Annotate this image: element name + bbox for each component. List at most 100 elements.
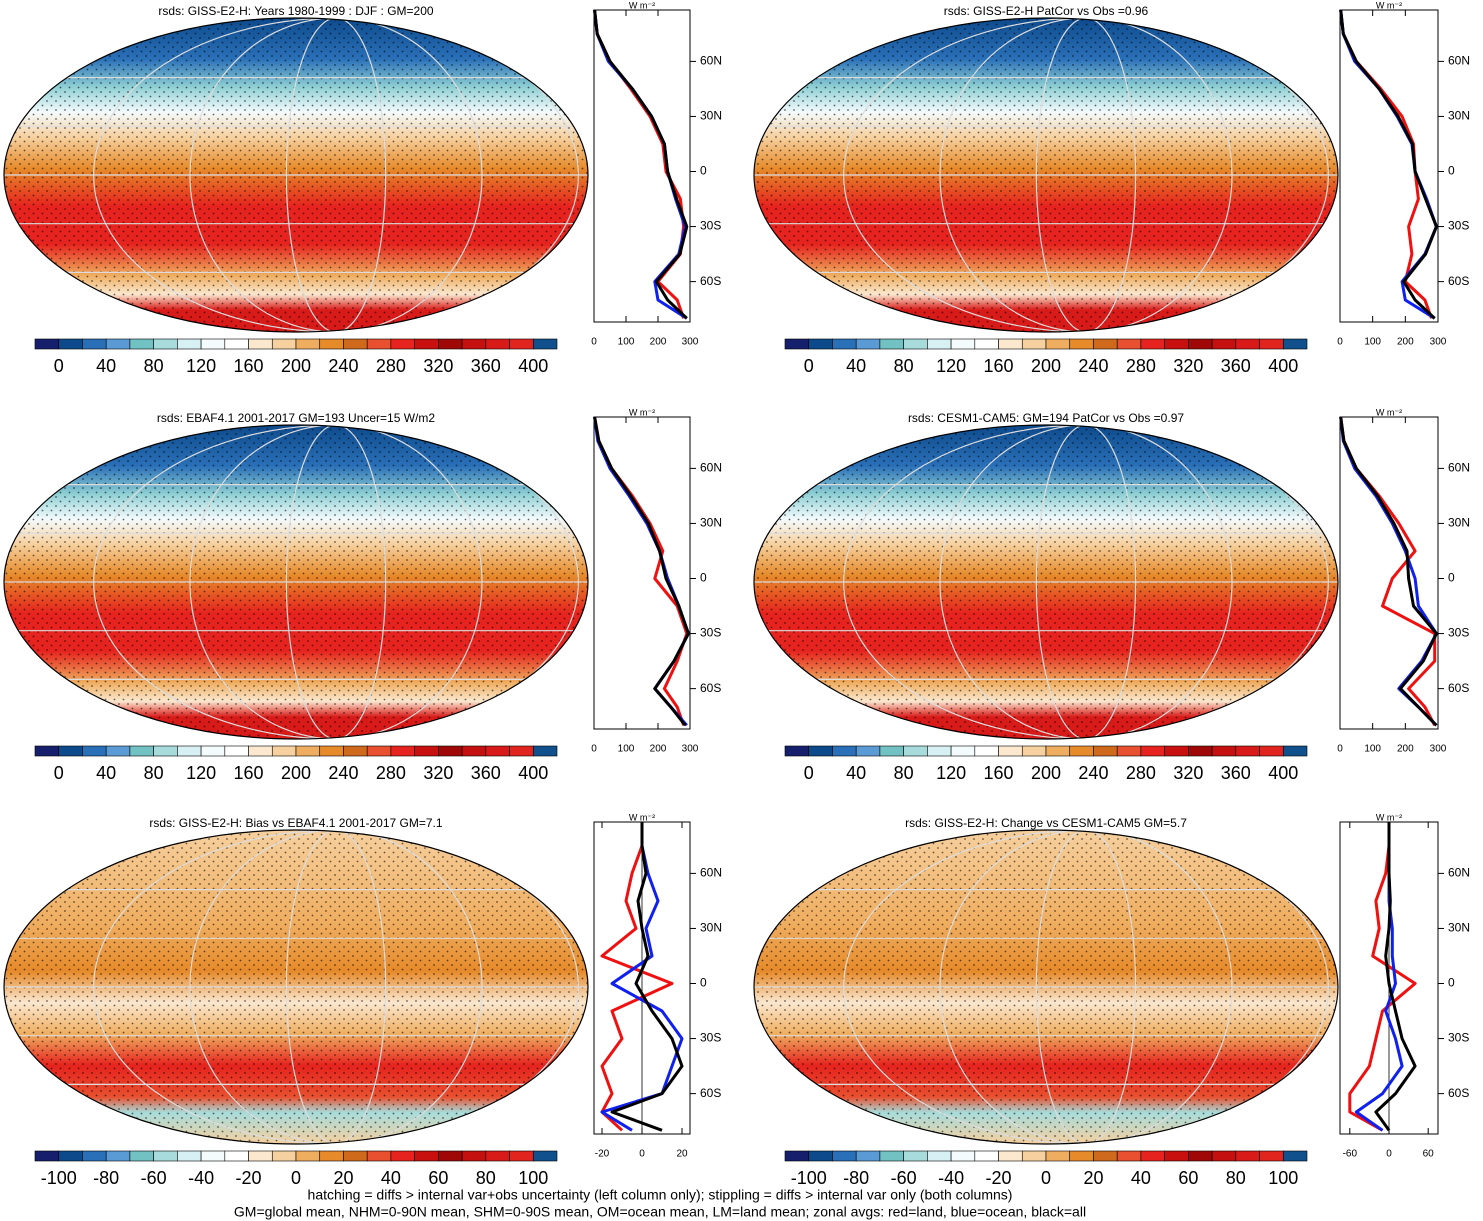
- y-tick-label: 30S: [700, 219, 721, 233]
- colorbar-label: 160: [234, 763, 264, 783]
- y-tick-label: 30N: [1448, 921, 1470, 935]
- colorbar-label: 80: [1226, 1168, 1246, 1188]
- y-tick-label: 60S: [700, 1086, 721, 1100]
- colorbar-label: 400: [1268, 356, 1298, 376]
- colorbar-label: 280: [1126, 356, 1156, 376]
- x-tick-label: 20: [676, 1149, 688, 1160]
- colorbar-box: [1235, 1150, 1260, 1162]
- graticule: [843, 425, 1329, 739]
- y-tick-label: 30S: [1448, 219, 1469, 233]
- y-tick-label: 60S: [700, 274, 721, 288]
- colorbar-label: 120: [186, 356, 216, 376]
- graticule: [189, 18, 483, 332]
- colorbar-box: [832, 745, 857, 757]
- colorbar-box: [509, 338, 534, 350]
- colorbar-label: 0: [804, 763, 814, 783]
- colorbar-box: [1188, 338, 1213, 350]
- colorbar-box: [998, 338, 1023, 350]
- colorbar-box: [248, 338, 273, 350]
- graticule: [1035, 18, 1137, 332]
- graticule: [93, 425, 579, 739]
- colorbar-box: [1069, 338, 1094, 350]
- colorbar-box: [1045, 1150, 1071, 1162]
- y-tick-label: 30S: [1448, 1031, 1469, 1045]
- colorbar-box: [1116, 1150, 1142, 1162]
- colorbar-box: [319, 1150, 344, 1162]
- colorbar-box: [366, 745, 392, 757]
- colorbar-box: [414, 745, 439, 757]
- profile-unit: W m⁻²: [629, 0, 655, 10]
- colorbar-box: [248, 1150, 273, 1162]
- colorbar-box: [974, 1150, 999, 1162]
- colorbar-box: [414, 338, 439, 350]
- map-title: rsds: EBAF4.1 2001-2017 GM=193 Uncer=15 …: [157, 411, 435, 425]
- map-outline: [3, 829, 589, 1145]
- colorbar-box: [784, 745, 810, 757]
- colorbar-label: -80: [93, 1168, 119, 1188]
- colorbar-box: [855, 1150, 881, 1162]
- graticule: [1035, 425, 1137, 739]
- colorbar-box: [927, 1150, 952, 1162]
- colorbar-label: 240: [1078, 763, 1108, 783]
- colorbar-label: -20: [986, 1168, 1012, 1188]
- colorbar-box: [177, 1150, 202, 1162]
- x-tick-label: 300: [1430, 337, 1447, 348]
- y-tick-label: 30S: [700, 1031, 721, 1045]
- graticule: [285, 18, 387, 332]
- map-outline: [753, 424, 1339, 740]
- colorbar-label: 160: [984, 763, 1014, 783]
- colorbar-label: 20: [333, 1168, 353, 1188]
- colorbar-label: 40: [846, 763, 866, 783]
- colorbar-box: [438, 338, 463, 350]
- colorbar-label: -100: [791, 1168, 827, 1188]
- colorbar-box: [1093, 745, 1118, 757]
- colorbar-box: [879, 1150, 904, 1162]
- x-tick-label: 200: [1397, 744, 1414, 755]
- colorbar-box: [319, 745, 344, 757]
- colorbar-label: 320: [1173, 356, 1203, 376]
- colorbar-box: [200, 745, 226, 757]
- colorbar-box: [343, 1150, 368, 1162]
- graticule: [939, 425, 1233, 739]
- colorbar-box: [832, 338, 857, 350]
- colorbar-box: [485, 745, 510, 757]
- footer-line: hatching = diffs > internal var+obs unce…: [308, 1187, 1013, 1203]
- colorbar-label: 320: [423, 763, 453, 783]
- colorbar-box: [390, 745, 415, 757]
- colorbar-label: 280: [376, 763, 406, 783]
- y-tick-label: 30N: [700, 516, 722, 530]
- map-title: rsds: GISS-E2-H PatCor vs Obs =0.96: [944, 4, 1149, 18]
- x-tick-label: 0: [1337, 337, 1343, 348]
- colorbar-box: [485, 338, 510, 350]
- colorbar-label: -20: [236, 1168, 262, 1188]
- colorbar-box: [1045, 745, 1071, 757]
- colorbar-box: [105, 338, 131, 350]
- graticule: [93, 18, 579, 332]
- colorbar-box: [366, 338, 392, 350]
- colorbar-box: [390, 1150, 415, 1162]
- colorbar-box: [58, 1150, 83, 1162]
- zonal-line: [593, 416, 690, 727]
- colorbar-label: 360: [471, 763, 501, 783]
- colorbar-box: [1235, 745, 1260, 757]
- x-tick-label: 300: [682, 337, 699, 348]
- colorbar-box: [224, 745, 249, 757]
- y-tick-label: 30N: [1448, 109, 1470, 123]
- graticule: [189, 425, 483, 739]
- colorbar-box: [1259, 1150, 1284, 1162]
- y-tick-label: 0: [700, 976, 707, 990]
- colorbar-box: [808, 338, 833, 350]
- y-tick-label: 60S: [1448, 1086, 1469, 1100]
- colorbar-label: 40: [1131, 1168, 1151, 1188]
- colorbar-label: 0: [1041, 1168, 1051, 1188]
- colorbar-label: -40: [938, 1168, 964, 1188]
- y-tick-label: 60N: [1448, 461, 1470, 475]
- colorbar-box: [1021, 1150, 1047, 1162]
- x-tick-label: 0: [591, 744, 597, 755]
- colorbar-label: -100: [41, 1168, 77, 1188]
- colorbar-box: [390, 338, 415, 350]
- colorbar-box: [153, 1150, 178, 1162]
- colorbar-label: 40: [96, 763, 116, 783]
- colorbar-label: 60: [428, 1168, 448, 1188]
- colorbar-box: [366, 1150, 392, 1162]
